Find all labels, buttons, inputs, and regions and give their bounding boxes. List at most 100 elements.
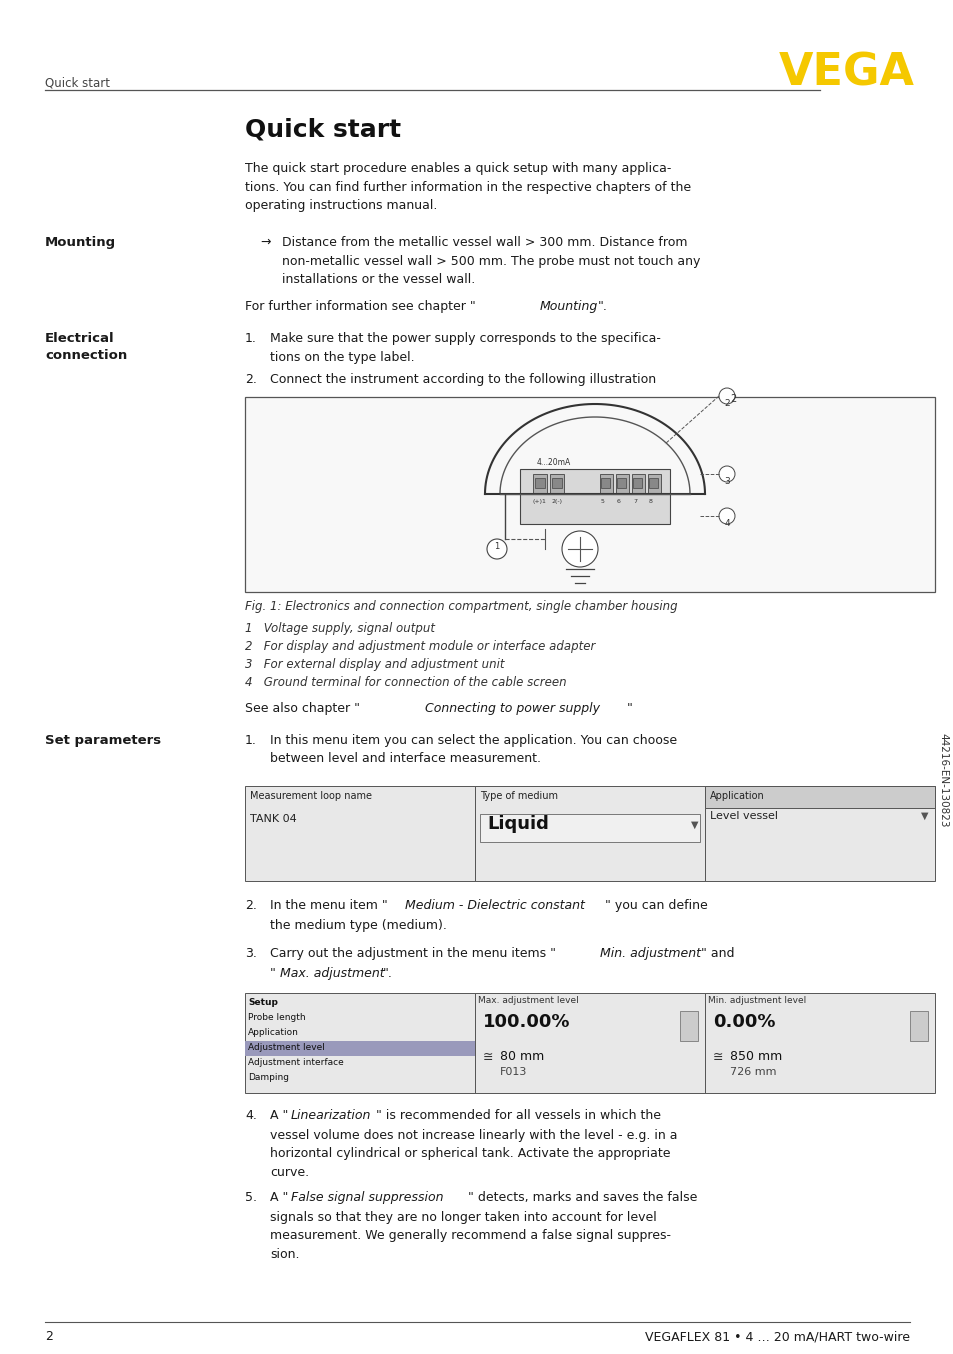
Text: 3: 3 xyxy=(723,477,729,486)
Text: ≅: ≅ xyxy=(712,1051,722,1064)
Text: signals so that they are no longer taken into account for level
measurement. We : signals so that they are no longer taken… xyxy=(270,1210,670,1261)
Bar xyxy=(599,474,613,494)
Bar xyxy=(475,787,704,881)
Bar xyxy=(475,992,704,1093)
Text: 2.: 2. xyxy=(245,899,256,913)
Text: 44216-EN-130823: 44216-EN-130823 xyxy=(937,733,947,827)
Text: Medium - Dielectric constant: Medium - Dielectric constant xyxy=(405,899,584,913)
Text: vessel volume does not increase linearly with the level - e.g. in a
horizontal c: vessel volume does not increase linearly… xyxy=(270,1129,677,1179)
Bar xyxy=(600,478,609,487)
Bar xyxy=(909,1011,927,1041)
Bar xyxy=(679,1011,698,1041)
Text: 6: 6 xyxy=(617,500,620,504)
Text: Setup: Setup xyxy=(248,998,277,1007)
Text: 726 mm: 726 mm xyxy=(729,1067,776,1076)
Circle shape xyxy=(719,389,734,403)
Bar xyxy=(245,787,475,881)
Text: Application: Application xyxy=(248,1028,298,1037)
Text: 7: 7 xyxy=(633,500,637,504)
Circle shape xyxy=(719,508,734,524)
Bar xyxy=(704,787,934,808)
Text: 4   Ground terminal for connection of the cable screen: 4 Ground terminal for connection of the … xyxy=(245,676,566,689)
Text: Connect the instrument according to the following illustration: Connect the instrument according to the … xyxy=(270,372,656,386)
Text: For further information see chapter ": For further information see chapter " xyxy=(245,301,476,313)
Text: 850 mm: 850 mm xyxy=(729,1049,781,1063)
Bar xyxy=(704,787,934,881)
Bar xyxy=(245,1041,475,1056)
Text: ▼: ▼ xyxy=(921,811,928,821)
Text: Measurement loop name: Measurement loop name xyxy=(250,791,372,802)
Text: A ": A " xyxy=(270,1109,288,1122)
Text: 3.: 3. xyxy=(245,946,256,960)
Bar xyxy=(616,474,628,494)
Circle shape xyxy=(561,531,598,567)
Text: 2   For display and adjustment module or interface adapter: 2 For display and adjustment module or i… xyxy=(245,640,595,653)
Text: TANK 04: TANK 04 xyxy=(250,814,296,825)
Text: Damping: Damping xyxy=(248,1072,289,1082)
Bar xyxy=(552,478,561,487)
Bar xyxy=(617,478,625,487)
Text: Fig. 1: Electronics and connection compartment, single chamber housing: Fig. 1: Electronics and connection compa… xyxy=(245,600,677,613)
Bar xyxy=(245,397,934,592)
Text: the medium type (medium).: the medium type (medium). xyxy=(270,919,446,932)
Text: 100.00%: 100.00% xyxy=(482,1013,570,1030)
Text: Min. adjustment level: Min. adjustment level xyxy=(707,997,805,1005)
Text: 2: 2 xyxy=(45,1330,52,1343)
Bar xyxy=(633,478,641,487)
Text: 5: 5 xyxy=(600,500,604,504)
Text: →: → xyxy=(260,236,271,249)
Text: Max. adjustment: Max. adjustment xyxy=(280,967,384,980)
Text: Quick start: Quick start xyxy=(245,118,400,142)
Text: Probe length: Probe length xyxy=(248,1013,305,1022)
Text: Set parameters: Set parameters xyxy=(45,734,161,747)
Text: 4...20mA: 4...20mA xyxy=(537,458,571,467)
Text: 1   Voltage supply, signal output: 1 Voltage supply, signal output xyxy=(245,621,435,635)
Text: Adjustment interface: Adjustment interface xyxy=(248,1057,343,1067)
Text: Level vessel: Level vessel xyxy=(709,811,778,821)
Bar xyxy=(479,814,700,842)
Bar xyxy=(519,468,669,524)
Text: Carry out the adjustment in the menu items ": Carry out the adjustment in the menu ite… xyxy=(270,946,556,960)
Text: 4: 4 xyxy=(723,519,729,528)
Bar xyxy=(245,992,475,1093)
Circle shape xyxy=(486,539,506,559)
Text: " detects, marks and saves the false: " detects, marks and saves the false xyxy=(468,1192,697,1204)
Bar xyxy=(533,474,546,494)
Text: 3   For external display and adjustment unit: 3 For external display and adjustment un… xyxy=(245,658,504,672)
Text: Min. adjustment: Min. adjustment xyxy=(599,946,700,960)
Text: ≅: ≅ xyxy=(482,1051,493,1064)
Circle shape xyxy=(719,466,734,482)
Text: VEGA: VEGA xyxy=(779,51,914,95)
Text: ": " xyxy=(270,967,275,980)
Text: 4.: 4. xyxy=(245,1109,256,1122)
Text: " is recommended for all vessels in which the: " is recommended for all vessels in whic… xyxy=(375,1109,660,1122)
Text: " you can define: " you can define xyxy=(604,899,707,913)
Text: Application: Application xyxy=(709,791,764,802)
Text: ▼: ▼ xyxy=(691,821,698,830)
Text: " and: " and xyxy=(700,946,734,960)
Text: 1.: 1. xyxy=(245,332,256,345)
Text: VEGAFLEX 81 • 4 … 20 mA/HART two-wire: VEGAFLEX 81 • 4 … 20 mA/HART two-wire xyxy=(644,1330,909,1343)
Text: ".: ". xyxy=(598,301,607,313)
Text: (+)1: (+)1 xyxy=(533,500,546,504)
Bar xyxy=(648,478,658,487)
Text: Electrical
connection: Electrical connection xyxy=(45,332,127,362)
Text: False signal suppression: False signal suppression xyxy=(291,1192,443,1204)
Text: A ": A " xyxy=(270,1192,288,1204)
Bar xyxy=(631,474,644,494)
Text: 2: 2 xyxy=(723,399,729,408)
Bar xyxy=(647,474,660,494)
Text: Quick start: Quick start xyxy=(45,76,110,89)
Text: Connecting to power supply: Connecting to power supply xyxy=(424,701,599,715)
Text: 5.: 5. xyxy=(245,1192,256,1204)
Text: Adjustment level: Adjustment level xyxy=(248,1043,325,1052)
Text: ": " xyxy=(626,701,632,715)
Text: Distance from the metallic vessel wall > 300 mm. Distance from
non-metallic vess: Distance from the metallic vessel wall >… xyxy=(282,236,700,286)
Text: 80 mm: 80 mm xyxy=(499,1049,543,1063)
Text: 1: 1 xyxy=(494,542,499,551)
Text: The quick start procedure enables a quick setup with many applica-
tions. You ca: The quick start procedure enables a quic… xyxy=(245,162,690,213)
Text: Liquid: Liquid xyxy=(486,815,548,833)
Text: Type of medium: Type of medium xyxy=(479,791,558,802)
Bar xyxy=(550,474,563,494)
Text: 2(-): 2(-) xyxy=(552,500,562,504)
